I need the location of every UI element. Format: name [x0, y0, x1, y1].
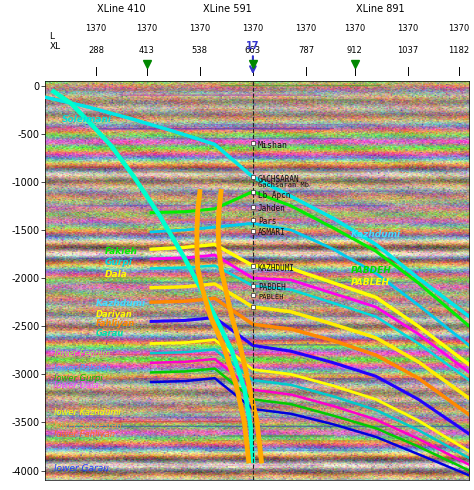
Text: 787: 787: [298, 46, 314, 54]
Text: 1037: 1037: [397, 46, 419, 54]
Text: lower Gurpi: lower Gurpi: [54, 374, 102, 383]
Text: 1370: 1370: [397, 24, 419, 33]
Text: 1370: 1370: [85, 24, 107, 33]
Text: lower Kazhdumi: lower Kazhdumi: [54, 408, 120, 417]
Text: 413: 413: [139, 46, 155, 54]
Text: XLine 891: XLine 891: [356, 4, 404, 14]
Text: 17: 17: [246, 41, 260, 51]
Text: Dala: Dala: [104, 270, 128, 279]
Text: Mishan: Mishan: [258, 141, 288, 150]
Text: lower Fahliyan: lower Fahliyan: [54, 430, 115, 439]
Text: 663: 663: [245, 46, 261, 54]
Text: 1370: 1370: [189, 24, 210, 33]
Text: KAZHDUMI: KAZHDUMI: [258, 264, 295, 273]
Text: XLine 591: XLine 591: [203, 4, 252, 14]
Text: Fakieh: Fakieh: [104, 246, 137, 256]
Text: ASMARI: ASMARI: [258, 228, 286, 237]
Text: Gurpi: Gurpi: [104, 258, 132, 267]
Text: Fahliyan: Fahliyan: [96, 319, 135, 328]
Text: XLine 410: XLine 410: [97, 4, 146, 14]
Text: 1370: 1370: [344, 24, 365, 33]
Text: PABLEH: PABLEH: [258, 294, 283, 300]
Text: 912: 912: [347, 46, 363, 54]
Text: lower Sarvestan: lower Sarvestan: [54, 421, 121, 430]
Text: Gachsaran Mb: Gachsaran Mb: [258, 182, 309, 188]
Text: 1370: 1370: [448, 24, 469, 33]
Text: 1370: 1370: [136, 24, 157, 33]
Text: PABDEH: PABDEH: [350, 266, 391, 275]
Text: 1370: 1370: [295, 24, 317, 33]
Text: GACHSARAN: GACHSARAN: [258, 175, 300, 184]
Text: lower Fenglin: lower Fenglin: [54, 349, 110, 358]
Text: Jahden: Jahden: [258, 204, 286, 213]
Text: Garau: Garau: [96, 329, 124, 339]
Text: lower Pabdeh: lower Pabdeh: [54, 364, 110, 373]
Text: 1182: 1182: [448, 46, 469, 54]
Text: Lb Apcn: Lb Apcn: [258, 191, 291, 200]
Text: Pars: Pars: [258, 217, 276, 226]
Text: 1370: 1370: [242, 24, 264, 33]
Text: Kazhdumi: Kazhdumi: [350, 230, 401, 239]
Text: Kazhdumi: Kazhdumi: [96, 298, 146, 308]
Text: Dariyan: Dariyan: [96, 310, 133, 319]
Text: PABDEH: PABDEH: [258, 283, 286, 292]
Text: L
XL: L XL: [49, 32, 60, 51]
Text: lower Dala: lower Dala: [54, 381, 98, 391]
Text: lower Garau: lower Garau: [54, 464, 109, 473]
Text: PABLEH: PABLEH: [350, 278, 390, 288]
Text: 538: 538: [192, 46, 208, 54]
Text: 288: 288: [88, 46, 104, 54]
Text: Soleimani: Soleimani: [62, 115, 112, 124]
